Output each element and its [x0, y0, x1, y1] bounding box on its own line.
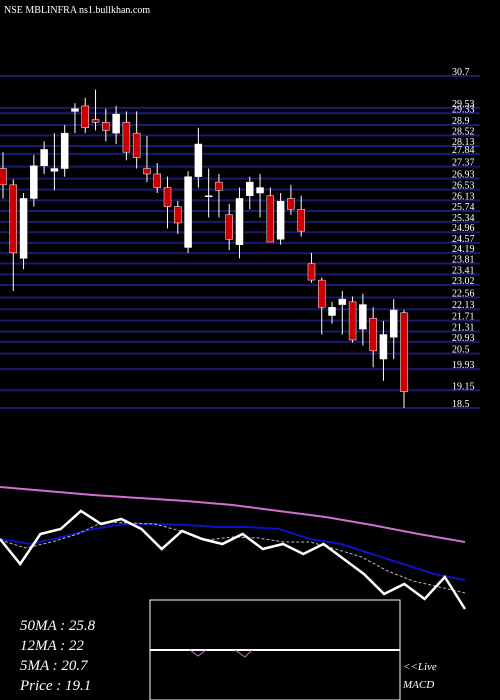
candle-body [19, 198, 28, 259]
y-tick-label: 28.13 [452, 137, 475, 148]
y-tick-label: 28.9 [452, 116, 470, 127]
candle-body [0, 168, 7, 186]
y-tick-label: 22.13 [452, 300, 475, 311]
candle-body [266, 195, 275, 243]
candle-body [71, 108, 79, 112]
candle-body [60, 132, 69, 169]
candle-body [389, 309, 398, 338]
candle-body [276, 200, 285, 240]
candle-body [256, 187, 264, 194]
candle-body [359, 304, 367, 330]
candle-body [328, 307, 336, 316]
y-tick-label: 19.15 [452, 381, 475, 392]
y-tick-label: 21.31 [452, 323, 475, 334]
candle-body [369, 317, 377, 352]
y-tick-label: 27.37 [452, 158, 475, 169]
macd-hist [189, 649, 253, 658]
candle-body [317, 279, 326, 308]
ma-line [0, 523, 466, 581]
candle-body [153, 173, 161, 188]
candle-body [132, 132, 141, 158]
y-tick-label: 20.5 [452, 345, 470, 356]
candle-body [307, 263, 316, 281]
candle-body [81, 105, 90, 128]
candle-body [143, 168, 151, 175]
ma-line [0, 486, 466, 543]
chart-title: NSE MBLINFRA ns1.bullkhan.com [4, 5, 150, 16]
info-label: 50MA : 25.8 [20, 618, 96, 634]
y-tick-label: 24.19 [452, 244, 475, 255]
y-tick-label: 29.53 [452, 99, 475, 110]
candle-body [102, 122, 110, 131]
candle-body [30, 165, 38, 199]
y-tick-label: 24.57 [452, 234, 475, 245]
y-tick-label: 26.93 [452, 170, 475, 181]
y-tick-label: 26.53 [452, 180, 475, 191]
candle-body [215, 181, 223, 191]
info-label: 12MA : 22 [20, 638, 84, 654]
info-label: Price : 19.1 [19, 678, 91, 694]
candle-body [163, 187, 172, 207]
candle-body [338, 298, 347, 305]
candle-body [9, 184, 18, 254]
y-tick-label: 26.13 [452, 191, 475, 202]
candle-body [225, 214, 233, 240]
candle-body [50, 168, 59, 172]
macd-label: <<Live [403, 661, 437, 673]
y-tick-label: 22.56 [452, 289, 475, 300]
candle-body [348, 301, 357, 341]
candle-body [287, 198, 295, 210]
candle-body [40, 149, 48, 167]
y-tick-label: 29.33 [452, 104, 475, 115]
y-tick-label: 25.74 [452, 202, 475, 213]
candle-body [379, 334, 388, 360]
y-tick-label: 25.34 [452, 213, 475, 224]
y-tick-label: 18.5 [452, 399, 470, 410]
candle-body [400, 312, 408, 392]
candle-body [112, 113, 120, 134]
info-label: 5MA : 20.7 [20, 658, 89, 674]
candle-body [174, 206, 182, 224]
candle-body [297, 209, 305, 232]
y-tick-label: 24.96 [452, 223, 475, 234]
ma-line [0, 521, 466, 594]
y-tick-label: 28.52 [452, 126, 475, 137]
candle-body [184, 176, 192, 248]
candle-body [204, 195, 213, 197]
candle-body [122, 122, 131, 153]
candle-body [91, 119, 100, 123]
y-tick-label: 21.71 [452, 312, 475, 323]
candle-body [235, 198, 244, 245]
candle-body [246, 181, 254, 196]
y-tick-label: 20.93 [452, 333, 475, 344]
y-tick-label: 23.41 [452, 265, 475, 276]
y-tick-label: 27.84 [452, 145, 475, 156]
y-tick-label: 19.93 [452, 360, 475, 371]
y-tick-label: 30.7 [452, 67, 470, 78]
candle-body [194, 143, 203, 177]
ma-line [0, 509, 467, 610]
macd-label: MACD [402, 679, 434, 691]
y-tick-label: 23.02 [452, 276, 475, 287]
y-tick-label: 23.81 [452, 254, 475, 265]
